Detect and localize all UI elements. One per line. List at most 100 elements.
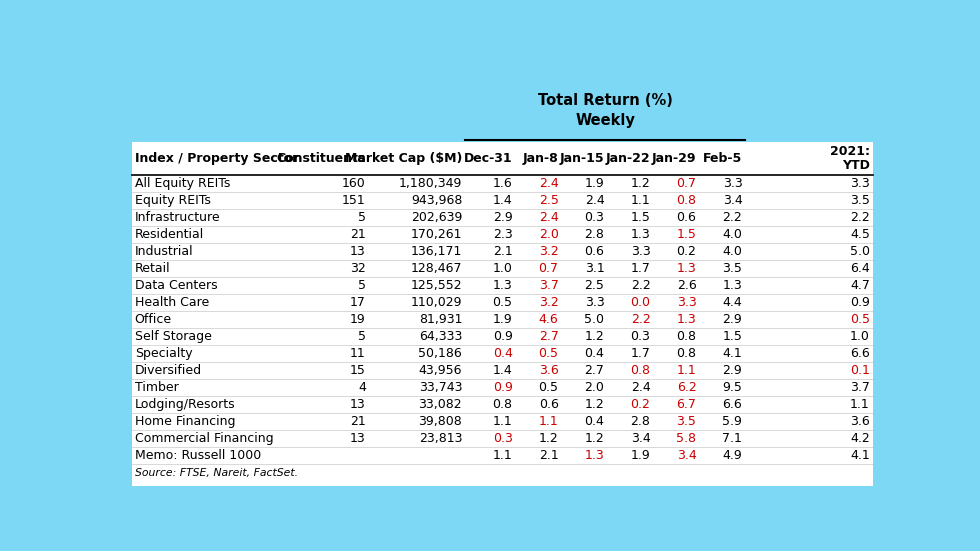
Text: 0.1: 0.1 <box>850 364 870 377</box>
Text: 2.8: 2.8 <box>630 415 651 428</box>
Text: Feb-5: Feb-5 <box>703 152 742 165</box>
Text: 1.5: 1.5 <box>722 329 742 343</box>
Text: 0.6: 0.6 <box>585 245 605 258</box>
Text: 13: 13 <box>350 245 366 258</box>
Text: Source: FTSE, Nareit, FactSet.: Source: FTSE, Nareit, FactSet. <box>134 468 298 478</box>
Text: 4.5: 4.5 <box>850 228 870 241</box>
Text: 1.3: 1.3 <box>631 228 651 241</box>
Text: Commercial Financing: Commercial Financing <box>134 432 273 445</box>
Text: 1.4: 1.4 <box>493 193 513 207</box>
Text: 3.2: 3.2 <box>539 296 559 309</box>
Text: 4.4: 4.4 <box>722 296 742 309</box>
Text: 1.9: 1.9 <box>585 176 605 190</box>
Text: 3.4: 3.4 <box>722 193 742 207</box>
FancyBboxPatch shape <box>131 142 873 486</box>
Text: 33,743: 33,743 <box>418 381 463 394</box>
Text: 2.1: 2.1 <box>539 449 559 462</box>
Text: 5.8: 5.8 <box>676 432 697 445</box>
Text: 0.0: 0.0 <box>630 296 651 309</box>
Text: 1.2: 1.2 <box>585 398 605 410</box>
Text: 3.7: 3.7 <box>539 279 559 291</box>
Text: 4.2: 4.2 <box>850 432 870 445</box>
Text: 2.7: 2.7 <box>585 364 605 377</box>
Text: 3.6: 3.6 <box>539 364 559 377</box>
Text: 2.9: 2.9 <box>493 210 513 224</box>
Text: Retail: Retail <box>134 262 171 274</box>
Text: 1.1: 1.1 <box>539 415 559 428</box>
Text: 3.5: 3.5 <box>850 193 870 207</box>
Text: 2.4: 2.4 <box>631 381 651 394</box>
Text: Lodging/Resorts: Lodging/Resorts <box>134 398 235 410</box>
Text: 2.7: 2.7 <box>539 329 559 343</box>
Text: 6.6: 6.6 <box>850 347 870 360</box>
Text: 2.4: 2.4 <box>539 176 559 190</box>
Text: 0.4: 0.4 <box>585 415 605 428</box>
Text: 4.1: 4.1 <box>722 347 742 360</box>
Text: 2.9: 2.9 <box>722 312 742 326</box>
Text: 4.0: 4.0 <box>722 245 742 258</box>
Text: 5.0: 5.0 <box>850 245 870 258</box>
Text: 5.9: 5.9 <box>722 415 742 428</box>
Text: 1.3: 1.3 <box>585 449 605 462</box>
Text: 170,261: 170,261 <box>411 228 463 241</box>
Text: Industrial: Industrial <box>134 245 193 258</box>
Text: 1.1: 1.1 <box>850 398 870 410</box>
Text: 3.3: 3.3 <box>585 296 605 309</box>
Text: 81,931: 81,931 <box>418 312 463 326</box>
Text: 1.5: 1.5 <box>676 228 697 241</box>
Text: 1.2: 1.2 <box>585 432 605 445</box>
Text: 2.3: 2.3 <box>493 228 513 241</box>
Text: Infrastructure: Infrastructure <box>134 210 220 224</box>
Text: 0.4: 0.4 <box>493 347 513 360</box>
Text: Memo: Russell 1000: Memo: Russell 1000 <box>134 449 261 462</box>
Text: 1.0: 1.0 <box>493 262 513 274</box>
Text: Total Return (%): Total Return (%) <box>538 93 672 108</box>
Text: 9.5: 9.5 <box>722 381 742 394</box>
Text: 0.4: 0.4 <box>585 347 605 360</box>
Text: 1.9: 1.9 <box>631 449 651 462</box>
Text: 2.1: 2.1 <box>493 245 513 258</box>
Text: 2.4: 2.4 <box>585 193 605 207</box>
Text: 136,171: 136,171 <box>411 245 463 258</box>
Text: 1.1: 1.1 <box>631 193 651 207</box>
Text: 3.4: 3.4 <box>676 449 697 462</box>
Text: 943,968: 943,968 <box>411 193 463 207</box>
Text: 2021:
YTD: 2021: YTD <box>830 145 870 172</box>
Text: 0.2: 0.2 <box>676 245 697 258</box>
Text: 5: 5 <box>358 279 366 291</box>
Text: 6.7: 6.7 <box>676 398 697 410</box>
Text: 0.7: 0.7 <box>539 262 559 274</box>
Text: 3.6: 3.6 <box>850 415 870 428</box>
Text: 5.0: 5.0 <box>584 312 605 326</box>
Text: 3.3: 3.3 <box>631 245 651 258</box>
Text: 2.6: 2.6 <box>676 279 697 291</box>
Text: Weekly: Weekly <box>575 113 635 128</box>
Text: 1,180,349: 1,180,349 <box>399 176 463 190</box>
Text: 3.2: 3.2 <box>539 245 559 258</box>
Text: Constituents: Constituents <box>276 152 366 165</box>
Text: 3.3: 3.3 <box>722 176 742 190</box>
Text: 202,639: 202,639 <box>411 210 463 224</box>
Text: 2.4: 2.4 <box>539 210 559 224</box>
Text: 17: 17 <box>350 296 366 309</box>
Text: Jan-15: Jan-15 <box>560 152 605 165</box>
Text: 2.0: 2.0 <box>539 228 559 241</box>
Text: 1.1: 1.1 <box>493 415 513 428</box>
Text: 1.7: 1.7 <box>630 347 651 360</box>
Text: 3.1: 3.1 <box>585 262 605 274</box>
Text: 2.5: 2.5 <box>539 193 559 207</box>
Text: 1.2: 1.2 <box>631 176 651 190</box>
Text: 110,029: 110,029 <box>411 296 463 309</box>
Text: 0.7: 0.7 <box>676 176 697 190</box>
Text: 0.9: 0.9 <box>493 381 513 394</box>
Text: 2.8: 2.8 <box>585 228 605 241</box>
Text: 0.5: 0.5 <box>539 347 559 360</box>
Text: Jan-8: Jan-8 <box>522 152 559 165</box>
Text: 0.8: 0.8 <box>493 398 513 410</box>
Text: 19: 19 <box>350 312 366 326</box>
Text: 7.1: 7.1 <box>722 432 742 445</box>
Text: 3.4: 3.4 <box>631 432 651 445</box>
Text: 1.1: 1.1 <box>676 364 697 377</box>
Text: 43,956: 43,956 <box>418 364 463 377</box>
Text: 0.6: 0.6 <box>676 210 697 224</box>
